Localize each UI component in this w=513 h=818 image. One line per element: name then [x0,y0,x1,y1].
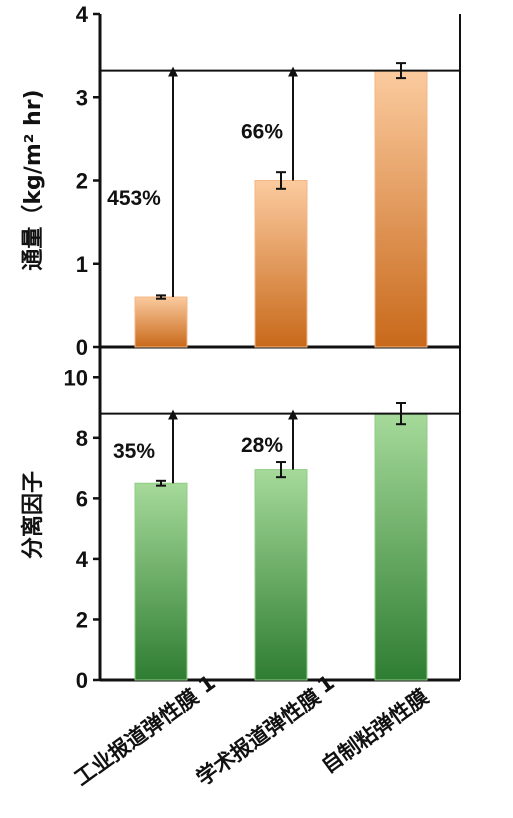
y-tick-label: 2 [76,607,88,632]
y-tick-label: 10 [64,365,88,390]
y-tick-label: 3 [76,85,88,110]
improvement-label: 66% [241,121,283,144]
improvement-label: 28% [241,434,283,457]
improvement-label: 35% [113,440,155,463]
bar [374,70,428,348]
y-tick-label: 8 [76,426,88,451]
bar [134,296,188,348]
bar [254,469,308,681]
improvement-label: 453% [107,187,161,210]
y-tick-label: 1 [76,252,88,277]
y-axis-label: 通量（kg/m² hr) [21,89,46,270]
y-tick-label: 4 [76,2,89,27]
chart-panel-separation-factor: 0 2 4 6 8 10 分离因子 35% 28% [20,347,461,693]
category-label: 自制粘弹性膜 [317,685,433,778]
y-tick-label: 4 [76,547,89,572]
y-axis-label: 分离因子 [20,471,46,559]
y-tick-label: 0 [76,335,88,360]
y-tick-label: 6 [76,486,88,511]
category-label: 学术报道弹性膜 [192,685,325,791]
bar [134,482,188,681]
y-tick-label: 0 [76,668,88,693]
bar [254,180,308,348]
bar [374,413,428,681]
category-suffix: 1 [194,670,220,698]
category-label: 工业报道弹性膜 [70,685,203,791]
chart-panel-flux: 0 1 2 3 4 通量（kg/m² hr) 453% 66% [21,2,461,360]
y-tick-label: 2 [76,169,88,194]
